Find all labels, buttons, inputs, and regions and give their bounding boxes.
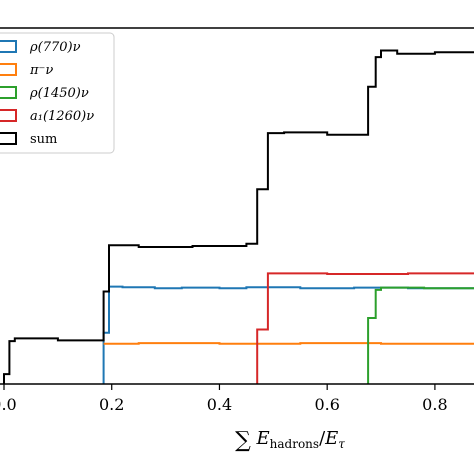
legend-label: π⁻ν	[29, 63, 53, 78]
x-tick-label: 0.2	[99, 395, 124, 414]
x-axis-label: ∑ Ehadrons/Eτ	[235, 428, 345, 453]
legend-swatch	[0, 40, 17, 53]
series-line-3	[367, 286, 474, 384]
legend-swatch	[0, 132, 17, 145]
legend-swatch	[0, 109, 17, 122]
x-tick-label: 0.0	[0, 395, 17, 414]
series-line-1	[102, 285, 474, 384]
legend-label: ρ(1450)ν	[29, 86, 89, 101]
legend-label: sum	[30, 132, 57, 147]
plot-area	[3, 49, 474, 384]
series-line-4	[256, 272, 474, 384]
legend-label: ρ(770)ν	[29, 40, 81, 55]
legend-swatch	[0, 63, 17, 76]
legend-box	[0, 32, 115, 154]
legend[interactable]: ρ(770)ν π⁻ν ρ(1450)ν a₁(1260)ν sum	[0, 32, 115, 154]
x-tick-label: 0.6	[314, 395, 339, 414]
x-tick-label: 0.4	[207, 395, 232, 414]
legend-swatch	[0, 86, 17, 99]
legend-label: a₁(1260)ν	[30, 109, 94, 124]
series-line-2	[103, 342, 474, 345]
series-line-5	[3, 49, 474, 384]
x-tick-label: 0.8	[422, 395, 447, 414]
axes: 0.0 0.2 0.4 0.6 0.8	[0, 27, 474, 414]
